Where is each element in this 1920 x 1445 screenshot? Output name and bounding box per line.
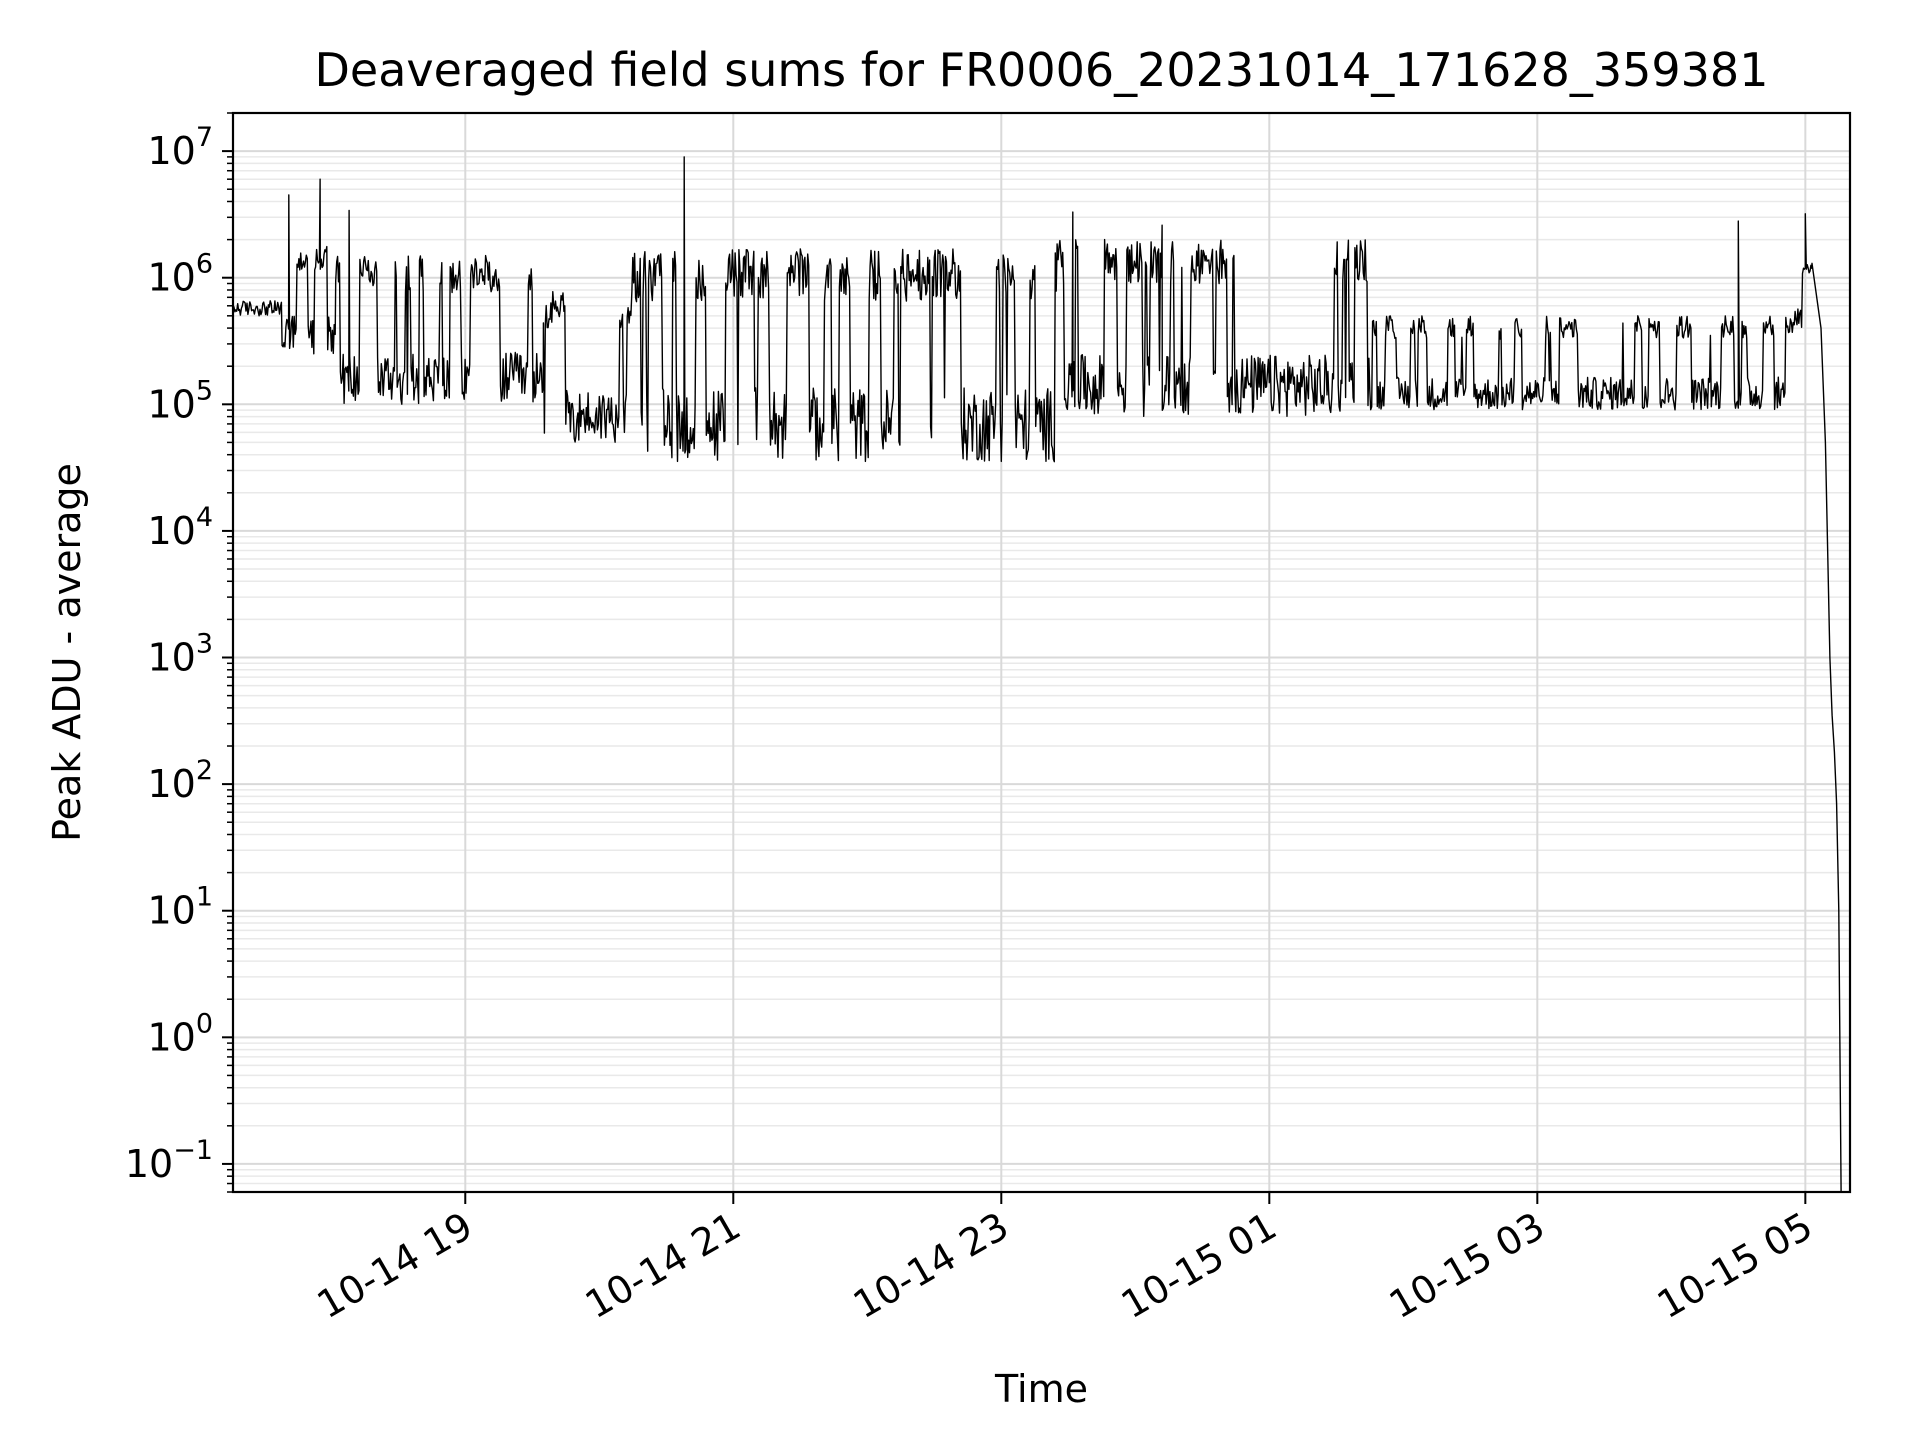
- series-line: [232, 156, 1842, 1193]
- y-tick-label: 101: [147, 882, 213, 933]
- data-layer: [232, 156, 1842, 1193]
- y-tick-label: 102: [147, 755, 213, 806]
- y-tick-label: 103: [147, 629, 213, 680]
- y-tick-label: 10−1: [125, 1135, 213, 1186]
- chart-title: Deaveraged field sums for FR0006_2023101…: [315, 43, 1769, 97]
- y-tick-label: 107: [147, 122, 213, 173]
- y-tick-label: 106: [147, 249, 213, 300]
- plot-frame: [231, 111, 1852, 1194]
- grid-layer: [233, 112, 1850, 1193]
- x-axis-label: Time: [994, 1367, 1088, 1411]
- y-axis-label: Peak ADU - average: [45, 463, 89, 842]
- y-tick-label: 105: [147, 375, 213, 426]
- y-tick-label: 100: [147, 1008, 213, 1059]
- y-tick-label: 104: [147, 502, 213, 553]
